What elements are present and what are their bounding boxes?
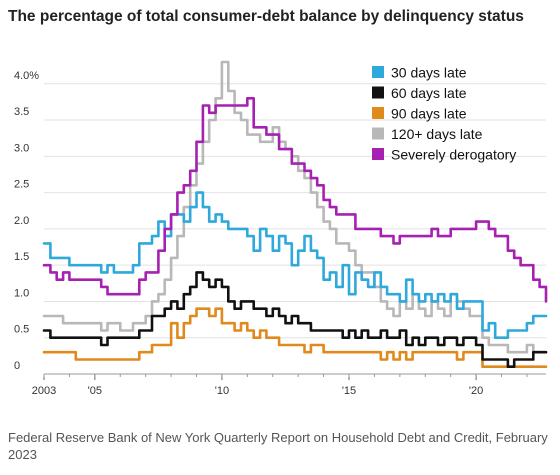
chart-title: The percentage of total consumer-debt ba… <box>8 8 524 25</box>
legend-label: 30 days late <box>391 65 467 81</box>
series-line-60-days-late <box>42 271 548 368</box>
x-tick-label: '15 <box>342 385 356 397</box>
legend-swatch <box>372 86 384 99</box>
x-tick-label: '10 <box>215 385 229 397</box>
series-line-90-days-late <box>42 307 548 368</box>
y-tick-label: 2.0 <box>14 215 29 227</box>
legend: 30 days late 60 days late 90 days late 120+… <box>372 65 516 163</box>
y-tick-label: 3.0 <box>14 142 29 154</box>
x-tick-label: 2003 <box>32 385 56 397</box>
series-line-severely-derogatory <box>42 97 548 303</box>
legend-swatch <box>372 127 384 140</box>
x-tick-label: '20 <box>469 385 483 397</box>
series-lines <box>42 60 548 368</box>
y-tick-label: 1.5 <box>14 251 29 263</box>
source-note: Federal Reserve Bank of New York Quarter… <box>8 430 548 462</box>
legend-label: 60 days late <box>391 85 467 101</box>
x-axis-tick-labels: 2003 '05 '10 '15 '20 <box>32 374 528 397</box>
legend-swatch <box>372 66 384 78</box>
y-tick-label: 2.5 <box>14 179 29 191</box>
legend-label: Severely derogatory <box>391 147 516 163</box>
legend-label: 120+ days late <box>391 126 483 142</box>
series-line-30-days-late <box>42 191 548 339</box>
y-tick-label: 4.0% <box>14 70 39 82</box>
delinquency-line-chart: 0 0.5 1.0 1.5 2.0 2.5 3.0 3.5 4.0% 2003 '05 '10 '15… <box>14 60 548 397</box>
y-tick-label: 1.0 <box>14 287 29 299</box>
legend-swatch <box>372 148 384 160</box>
series-line-120-days-late <box>42 60 548 354</box>
legend-label: 90 days late <box>391 106 467 122</box>
x-tick-label: '05 <box>88 385 102 397</box>
y-tick-label: 0.5 <box>14 324 29 336</box>
y-tick-label: 0 <box>14 360 20 372</box>
legend-swatch <box>372 107 384 119</box>
y-axis-tick-labels: 0 0.5 1.0 1.5 2.0 2.5 3.0 3.5 4.0% <box>14 70 39 372</box>
y-tick-label: 3.5 <box>14 106 29 118</box>
